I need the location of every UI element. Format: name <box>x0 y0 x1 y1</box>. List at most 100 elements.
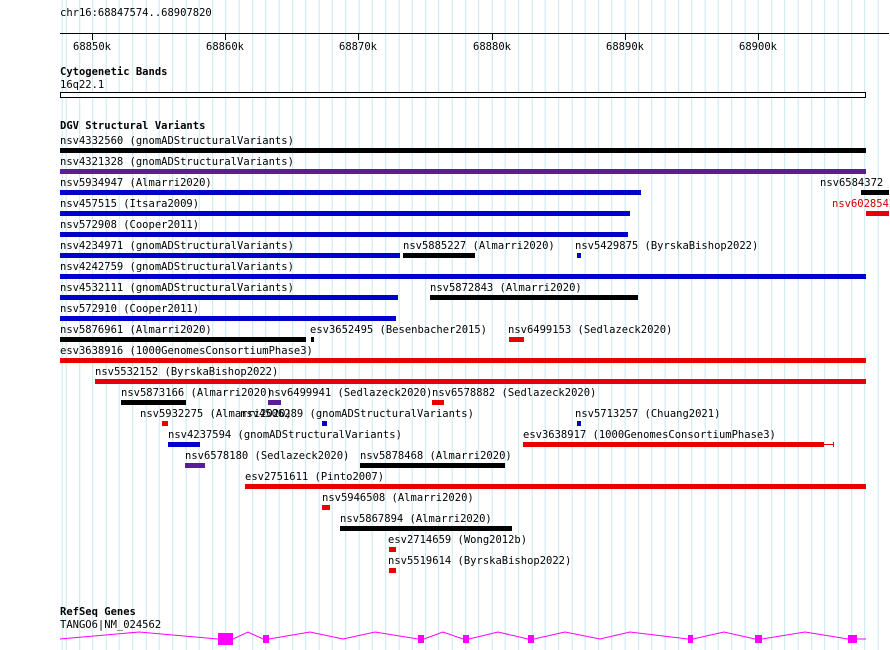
gene-exon[interactable] <box>755 635 762 643</box>
variant-bar[interactable] <box>577 253 581 258</box>
variant-label[interactable]: nsv5429875 (ByrskaBishop2022) <box>575 240 759 252</box>
variant-bar[interactable] <box>432 400 444 405</box>
variant-bar[interactable] <box>389 568 396 573</box>
gene-exon[interactable] <box>263 635 269 643</box>
variant-label[interactable]: esv3638917 (1000GenomesConsortiumPhase3) <box>523 429 776 441</box>
variant-label[interactable]: esv3638916 (1000GenomesConsortiumPhase3) <box>60 345 313 357</box>
variant-bar[interactable] <box>509 337 524 342</box>
variant-bar[interactable] <box>60 169 866 174</box>
ruler-tick <box>625 33 626 40</box>
variant-label[interactable]: nsv5873166 (Almarri2020) <box>121 387 273 399</box>
variant-bar[interactable] <box>121 400 186 405</box>
variant-bar[interactable] <box>861 190 889 195</box>
gene-exon[interactable] <box>218 633 233 645</box>
ruler-tick <box>758 33 759 40</box>
dgv-section-title: DGV Structural Variants <box>60 120 206 132</box>
variant-bar[interactable] <box>162 421 168 426</box>
variant-bar[interactable] <box>60 358 866 363</box>
gene-structure[interactable] <box>0 628 890 650</box>
variant-label[interactable]: nsv4506289 (gnomADStructuralVariants) <box>240 408 474 420</box>
variant-bar[interactable] <box>268 400 281 405</box>
variant-whisker-end <box>833 442 834 447</box>
variant-label[interactable]: nsv4532111 (gnomADStructuralVariants) <box>60 282 294 294</box>
variant-label[interactable]: nsv5946508 (Almarri2020) <box>322 492 474 504</box>
variant-label[interactable]: nsv6578180 (Sedlazeck2020) <box>185 450 350 462</box>
variant-label[interactable]: nsv4321328 (gnomADStructuralVariants) <box>60 156 294 168</box>
variant-bar[interactable] <box>403 253 475 258</box>
variant-bar[interactable] <box>322 505 330 510</box>
ruler-tick <box>225 33 226 40</box>
gene-exon[interactable] <box>848 635 857 643</box>
variant-label[interactable]: esv2751611 (Pinto2007) <box>245 471 385 483</box>
variant-bar[interactable] <box>60 274 866 279</box>
ruler-tick-label: 68850k <box>73 41 111 53</box>
variant-label[interactable]: nsv6499153 (Sedlazeck2020) <box>508 324 673 336</box>
variant-bar[interactable] <box>430 295 638 300</box>
gene-exon[interactable] <box>418 635 424 643</box>
variant-label[interactable]: nsv5932275 (Almarri2020) <box>140 408 292 420</box>
variant-label[interactable]: nsv6499941 (Sedlazeck2020) <box>268 387 433 399</box>
variant-label[interactable]: nsv5885227 (Almarri2020) <box>403 240 555 252</box>
cytoband-name: 16q22.1 <box>60 79 105 91</box>
variant-label[interactable]: nsv4332560 (gnomADStructuralVariants) <box>60 135 294 147</box>
variant-bar[interactable] <box>60 190 641 195</box>
gene-exon[interactable] <box>688 635 693 643</box>
variant-bar[interactable] <box>168 442 200 447</box>
variant-bar[interactable] <box>389 547 396 552</box>
gene-exon[interactable] <box>463 635 469 643</box>
ruler-tick-label: 68890k <box>606 41 644 53</box>
ruler-tick-label: 68880k <box>473 41 511 53</box>
variant-bar[interactable] <box>60 232 628 237</box>
ruler-tick <box>492 33 493 40</box>
variant-label[interactable]: nsv5878468 (Almarri2020) <box>360 450 512 462</box>
variant-label[interactable]: nsv5876961 (Almarri2020) <box>60 324 212 336</box>
variant-bar[interactable] <box>60 295 398 300</box>
refseq-section-title: RefSeq Genes <box>60 606 136 618</box>
variant-bar[interactable] <box>577 421 581 426</box>
variant-bar[interactable] <box>185 463 205 468</box>
gene-exon[interactable] <box>528 635 534 643</box>
variant-bar[interactable] <box>360 463 505 468</box>
cytobands-section-title: Cytogenetic Bands <box>60 66 168 78</box>
variant-label[interactable]: nsv5713257 (Chuang2021) <box>575 408 721 420</box>
ruler-tick <box>358 33 359 40</box>
ruler-tick-label: 68870k <box>339 41 377 53</box>
variant-bar[interactable] <box>60 316 396 321</box>
ruler-line <box>60 33 889 34</box>
variant-whisker <box>824 444 833 445</box>
variant-label[interactable]: nsv4237594 (gnomADStructuralVariants) <box>168 429 402 441</box>
variant-label[interactable]: nsv572908 (Cooper2011) <box>60 219 200 231</box>
ruler-tick-label: 68900k <box>739 41 777 53</box>
variant-label[interactable]: nsv5872843 (Almarri2020) <box>430 282 582 294</box>
variant-bar[interactable] <box>60 253 400 258</box>
variant-label[interactable]: esv2714659 (Wong2012b) <box>388 534 528 546</box>
variant-label[interactable]: nsv457515 (Itsara2009) <box>60 198 200 210</box>
variant-label[interactable]: nsv6028542 <box>832 198 890 210</box>
variant-label[interactable]: nsv4234971 (gnomADStructuralVariants) <box>60 240 294 252</box>
variant-bar[interactable] <box>322 421 327 426</box>
variant-label[interactable]: nsv6584372 ( <box>820 177 890 189</box>
grid-lines <box>60 0 889 650</box>
variant-label[interactable]: nsv5867894 (Almarri2020) <box>340 513 492 525</box>
ruler-tick <box>92 33 93 40</box>
variant-bar[interactable] <box>60 211 630 216</box>
variant-label[interactable]: nsv6578882 (Sedlazeck2020) <box>432 387 597 399</box>
variant-bar[interactable] <box>95 379 866 384</box>
variant-label[interactable]: nsv5519614 (ByrskaBishop2022) <box>388 555 572 567</box>
ruler-tick-label: 68860k <box>206 41 244 53</box>
variant-label[interactable]: nsv4242759 (gnomADStructuralVariants) <box>60 261 294 273</box>
cytoband-bar[interactable] <box>60 92 866 98</box>
variant-bar[interactable] <box>60 337 306 342</box>
variant-bar[interactable] <box>523 442 824 447</box>
variant-bar[interactable] <box>866 211 889 216</box>
variant-bar[interactable] <box>311 337 314 342</box>
variant-bar[interactable] <box>340 526 512 531</box>
variant-bar[interactable] <box>245 484 866 489</box>
variant-bar[interactable] <box>60 148 866 153</box>
variant-label[interactable]: nsv5934947 (Almarri2020) <box>60 177 212 189</box>
variant-label[interactable]: nsv572910 (Cooper2011) <box>60 303 200 315</box>
region-label: chr16:68847574..68907820 <box>60 7 212 19</box>
variant-label[interactable]: nsv5532152 (ByrskaBishop2022) <box>95 366 279 378</box>
variant-label[interactable]: esv3652495 (Besenbacher2015) <box>310 324 488 336</box>
